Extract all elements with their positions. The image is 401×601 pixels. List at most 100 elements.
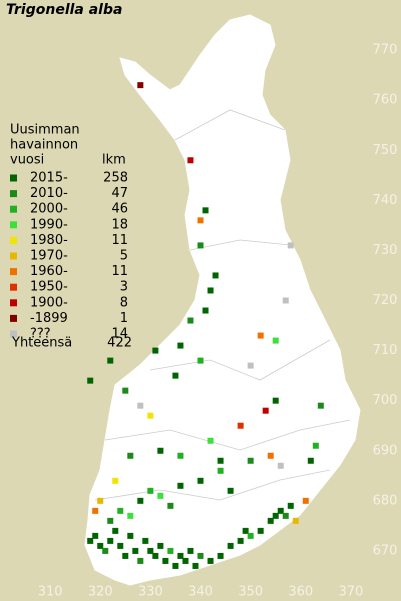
observation-square	[87, 377, 94, 384]
observation-square	[227, 542, 234, 549]
observation-square	[172, 372, 179, 379]
observation-square	[127, 512, 134, 519]
observation-square	[137, 82, 144, 89]
y-tick-label: 770	[373, 43, 398, 58]
observation-square	[272, 512, 279, 519]
observation-square	[122, 387, 129, 394]
observation-square	[312, 442, 319, 449]
observation-square	[177, 342, 184, 349]
observation-square	[217, 467, 224, 474]
legend-count: 14	[111, 327, 128, 342]
observation-square	[207, 287, 214, 294]
region-border	[174, 109, 286, 141]
observation-square	[122, 552, 129, 559]
y-tick-label: 750	[373, 143, 398, 158]
observation-square	[167, 502, 174, 509]
observation-square	[187, 157, 194, 164]
legend-swatch	[10, 190, 17, 198]
observation-square	[237, 422, 244, 429]
observation-square	[287, 242, 294, 249]
region-border	[104, 419, 351, 451]
observation-square	[152, 347, 159, 354]
x-tick-label: 370	[338, 585, 363, 600]
observation-square	[282, 512, 289, 519]
observation-square	[212, 272, 219, 279]
observation-square	[267, 517, 274, 524]
legend-swatch	[10, 330, 17, 338]
observation-square	[107, 537, 114, 544]
observation-square	[247, 532, 254, 539]
legend-swatch	[10, 299, 17, 307]
observation-square	[132, 547, 139, 554]
legend-count: 11	[111, 264, 128, 279]
legend-total-count: 422	[107, 336, 132, 351]
observation-square	[197, 552, 204, 559]
legend-label: ???	[30, 327, 51, 342]
observation-square	[107, 357, 114, 364]
observation-square	[197, 477, 204, 484]
layer: 310 320 330 340 350 360 370 670 680 690 700 710 720 7…	[10, 43, 397, 600]
observation-square	[187, 317, 194, 324]
legend-swatch	[10, 221, 17, 229]
observation-square	[137, 402, 144, 409]
legend-label: 1950-	[30, 280, 68, 295]
observation-square	[177, 552, 184, 559]
observation-square	[172, 562, 179, 569]
y-tick-label: 690	[373, 443, 398, 458]
legend-count: 1	[120, 311, 128, 326]
observation-square	[137, 497, 144, 504]
legend-label: 2000-	[30, 202, 68, 217]
legend-count: 3	[120, 280, 128, 295]
legend-swatch	[10, 236, 17, 244]
observation-square	[227, 487, 234, 494]
legend-swatch	[10, 283, 17, 291]
region-border	[94, 469, 331, 501]
legend-label: 1970-	[30, 249, 68, 264]
legend-swatch	[10, 252, 17, 260]
x-tick-label: 350	[238, 585, 263, 600]
observation-square	[307, 457, 314, 464]
observation-square	[257, 527, 264, 534]
observation-square	[142, 537, 149, 544]
legend-count: 47	[111, 186, 128, 201]
x-tick-label: 320	[88, 585, 113, 600]
y-tick-label: 760	[373, 93, 398, 108]
y-tick-label: 740	[373, 193, 398, 208]
observation-square	[267, 452, 274, 459]
observation-square	[237, 537, 244, 544]
observation-square	[217, 552, 224, 559]
x-tick-label: 310	[38, 585, 63, 600]
observation-square	[147, 547, 154, 554]
legend-label: -1899	[30, 311, 68, 326]
observation-square	[92, 532, 99, 539]
x-tick-label: 340	[188, 585, 213, 600]
observation-square	[202, 307, 209, 314]
observation-square	[182, 557, 189, 564]
legend-count: 5	[120, 249, 128, 264]
observation-square	[187, 547, 194, 554]
observation-square	[202, 207, 209, 214]
legend-swatch	[10, 205, 17, 213]
region-border	[189, 239, 291, 251]
legend-count-header: lkm	[102, 153, 126, 168]
observation-square	[137, 557, 144, 564]
legend-label: 1980-	[30, 233, 68, 248]
legend-header: vuosi	[10, 153, 44, 168]
observation-square	[207, 437, 214, 444]
observation-square	[102, 547, 109, 554]
legend-label: 1900-	[30, 295, 68, 310]
observation-square	[262, 407, 269, 414]
observation-square	[152, 552, 159, 559]
observation-square	[272, 397, 279, 404]
observation-square	[177, 452, 184, 459]
observation-square	[247, 457, 254, 464]
observation-square	[247, 362, 254, 369]
observation-square	[157, 492, 164, 499]
observation-square	[112, 527, 119, 534]
legend-header: Uusimman	[10, 123, 80, 138]
observation-square	[317, 402, 324, 409]
observation-square	[97, 542, 104, 549]
observation-square	[157, 542, 164, 549]
region-border	[149, 339, 331, 381]
observation-square	[157, 447, 164, 454]
